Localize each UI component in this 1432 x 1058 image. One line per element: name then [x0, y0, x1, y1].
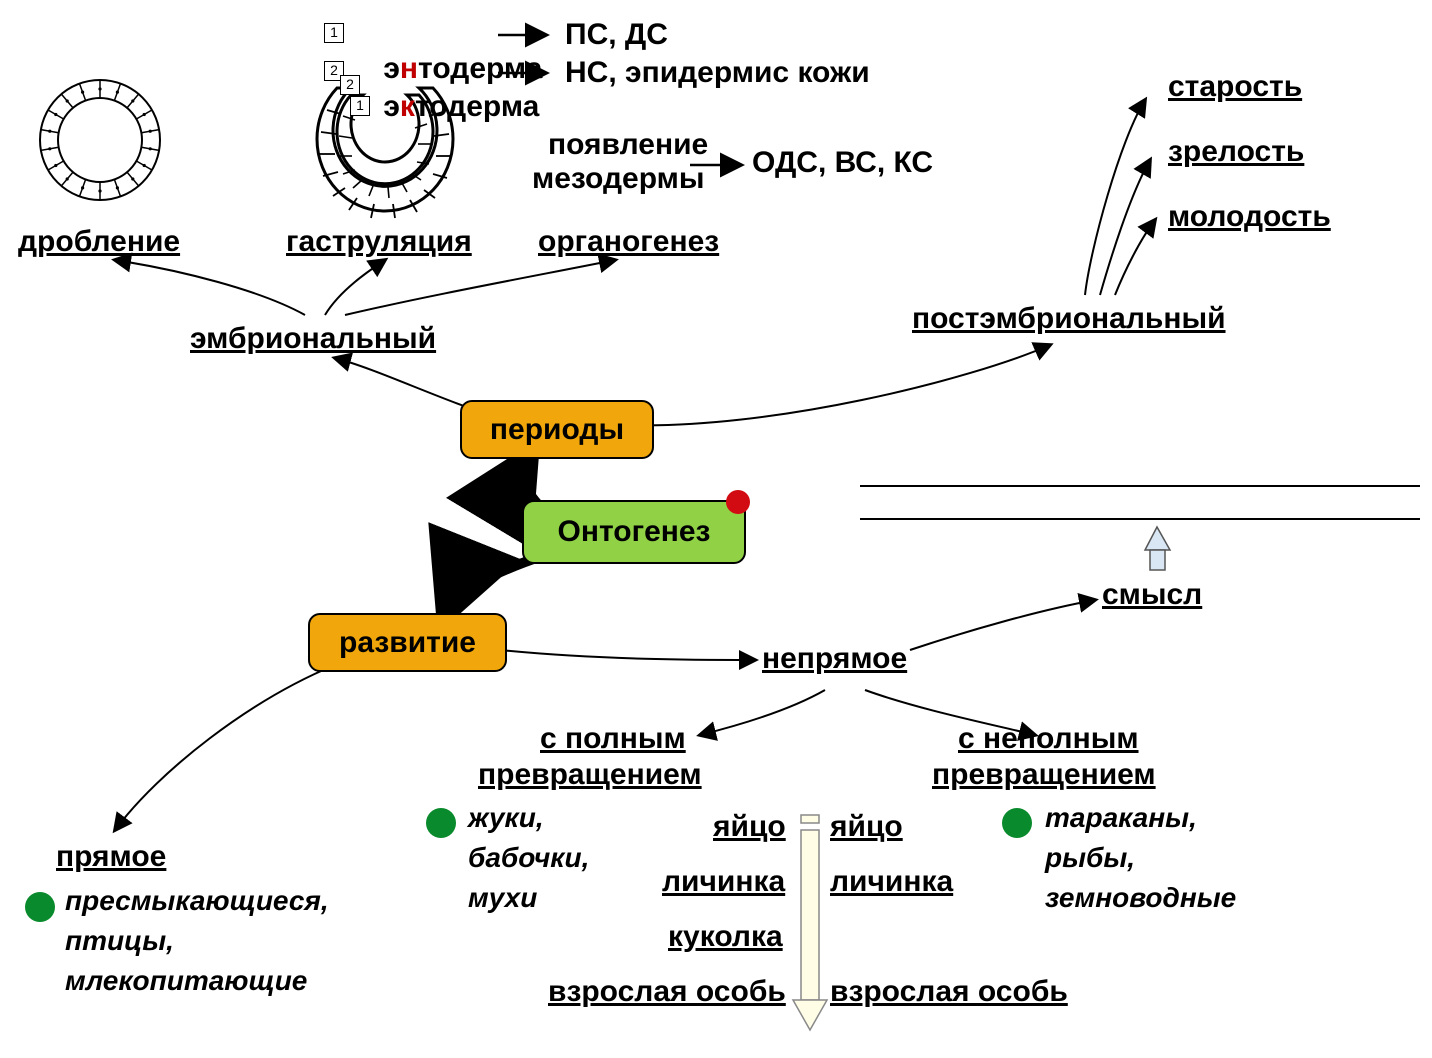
full-egg: яйцо: [713, 810, 786, 844]
incomplete-dot: [1002, 808, 1032, 838]
direct-ex1: пресмыкающиеся,: [65, 885, 329, 917]
full-larva: личинка: [662, 865, 785, 899]
smysl-up-arrow: [1145, 527, 1170, 570]
full-ex1: жуки,: [468, 802, 544, 834]
full-ex3: мухи: [468, 882, 537, 914]
gastrula-marker-2: 2: [340, 75, 360, 95]
full-dot: [426, 808, 456, 838]
marker-1: 1: [324, 23, 344, 43]
inc-ex3: земноводные: [1045, 882, 1236, 914]
gastrula-marker-1: 1: [350, 96, 370, 116]
mesoderm-l1: появление: [548, 128, 708, 162]
full-ex2: бабочки,: [468, 842, 589, 874]
direct-ex2: птицы,: [65, 925, 174, 957]
youth: молодость: [1168, 200, 1331, 234]
inc-larva: личинка: [830, 865, 953, 899]
full-l2: превращением: [478, 758, 702, 792]
embryonic-label: эмбриональный: [190, 322, 436, 356]
direct-dot: [25, 892, 55, 922]
node-periods: периоды: [460, 400, 654, 459]
ectoderma-label: эктодерма: [350, 56, 539, 158]
full-adult: взрослая особь: [548, 975, 786, 1009]
blastula-illustration: [40, 80, 160, 200]
ecto-result: НС, эпидермис кожи: [565, 56, 870, 90]
diagram-canvas: 1 энтодерма 2 эктодерма ПС, ДС НС, эпиде…: [0, 0, 1432, 1058]
inc-ex1: тараканы,: [1045, 802, 1197, 834]
blank-line-1: [860, 485, 1420, 487]
stage-organogenesis: органогенез: [538, 225, 719, 259]
mesoderm-result: ОДС, ВС, КС: [752, 146, 933, 180]
root-dot: [726, 490, 750, 514]
full-l1: с полным: [540, 722, 686, 756]
stage-cleavage: дробление: [18, 225, 180, 259]
old-age: старость: [1168, 70, 1302, 104]
blank-line-2: [860, 518, 1420, 520]
stage-gastrulation: гаструляция: [286, 225, 472, 259]
inc-ex2: рыбы,: [1045, 842, 1135, 874]
meaning-label: смысл: [1102, 578, 1202, 612]
maturity: зрелость: [1168, 135, 1304, 169]
node-root: Онтогенез: [522, 500, 746, 564]
ento-result: ПС, ДС: [565, 18, 668, 52]
incomplete-l2: превращением: [932, 758, 1156, 792]
full-pupa: куколка: [668, 920, 783, 954]
mesoderm-l2: мезодермы: [532, 162, 704, 196]
incomplete-l1: с неполным: [958, 722, 1139, 756]
direct-ex3: млекопитающие: [65, 965, 307, 997]
direct-label: прямое: [56, 840, 166, 874]
inc-egg: яйцо: [830, 810, 903, 844]
stages-down-arrow: [793, 815, 827, 1030]
inc-adult: взрослая особь: [830, 975, 1068, 1009]
node-development: развитие: [308, 613, 507, 672]
postembryonic-label: постэмбриональный: [912, 302, 1226, 336]
indirect-label: непрямое: [762, 642, 907, 676]
